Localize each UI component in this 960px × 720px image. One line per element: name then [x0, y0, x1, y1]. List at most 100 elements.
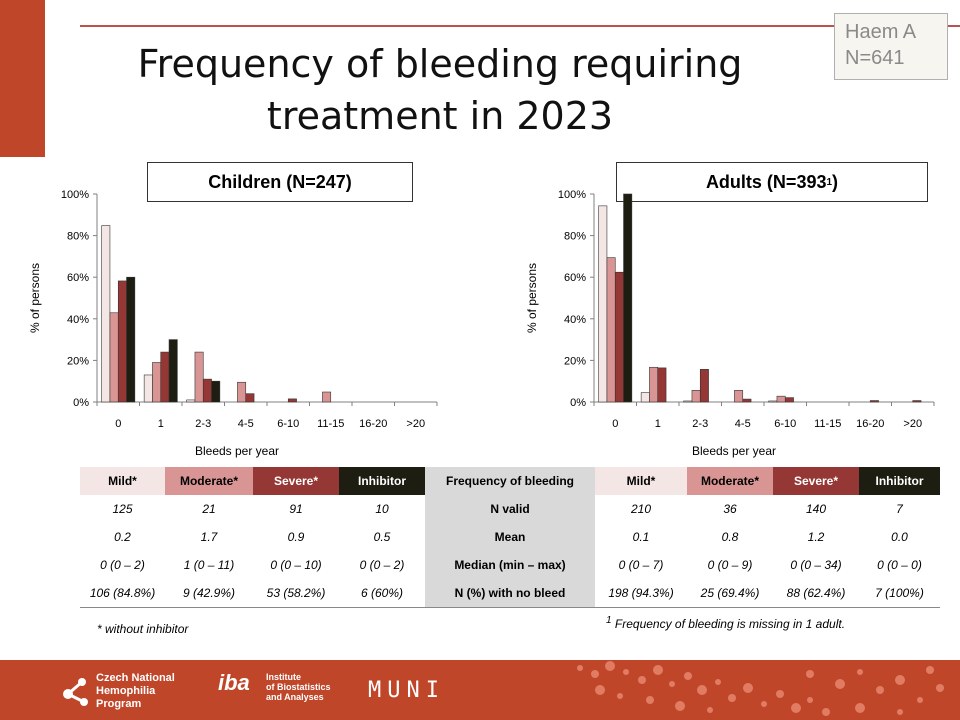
- y-tick-label: 60%: [564, 272, 586, 284]
- table-row-label: N (%) with no bleed: [425, 579, 595, 608]
- decorative-dot: [857, 669, 863, 675]
- footnote-right-sup: 1: [606, 615, 612, 626]
- table-cell: 6 (60%): [339, 579, 425, 608]
- slide-title: Frequency of bleeding requiring treatmen…: [90, 38, 790, 142]
- children-chart-title-text: Children (N=247): [208, 171, 352, 192]
- iba-line-2: of Biostatistics: [266, 682, 331, 692]
- x-tick-label: 2-3: [692, 418, 708, 430]
- x-tick-label: 1: [655, 418, 661, 430]
- cohort-badge-line-1: Haem A: [845, 21, 917, 43]
- table-cell: 0 (0 – 2): [100, 558, 145, 572]
- y-tick-label: 80%: [67, 231, 89, 243]
- bar-inhibitor-0: [126, 276, 136, 403]
- children-bar-chart: 0% 20% 40% 60% 80% 100% 0 1 2-3 4-5 6-10 11-15 16-20…: [28, 189, 438, 458]
- table-cell: 0.5: [373, 530, 391, 544]
- bar-inhibitor-0: [623, 193, 633, 403]
- table-row: 0.2 1.7 0.9 0.5 Mean 0.1 0.8 1.2 0.0: [80, 523, 940, 551]
- table-cell: 140: [805, 502, 827, 516]
- decorative-dot: [835, 679, 845, 689]
- table-header-cell: Moderate*: [687, 467, 773, 495]
- table-cell: 0 (0 – 2): [359, 558, 405, 572]
- table-cell: 7 (100%): [859, 579, 940, 608]
- x-tick-label: 11-15: [317, 418, 344, 430]
- bar-mild-1: [640, 392, 650, 403]
- decorative-dot: [822, 708, 830, 716]
- children-chart-title: Children (N=247): [147, 162, 413, 202]
- table-cell: 125: [112, 502, 133, 516]
- bar-mild-0: [101, 225, 111, 403]
- cnhp-line-3: Program: [96, 698, 142, 710]
- bar-severe-0: [117, 280, 127, 403]
- decorative-dot: [728, 694, 736, 702]
- adults-chart-title-text: Adults (N=393: [705, 171, 827, 192]
- table-header-cell: Mild*: [80, 467, 165, 495]
- decorative-dot: [876, 686, 884, 694]
- table-cell: 1.2: [807, 530, 825, 544]
- bar-severe-4: [287, 398, 297, 403]
- decorative-dot: [806, 670, 814, 678]
- x-tick-label: 6-10: [277, 418, 299, 430]
- decorative-dot: [895, 675, 905, 685]
- table-header-row: Mild* Moderate* Severe* Inhibitor Frequency …: [80, 467, 940, 495]
- bar-moderate-0: [109, 312, 119, 403]
- decorative-dot: [591, 670, 599, 678]
- top-rule: [80, 25, 960, 27]
- iba-logo-text: Institute of Biostatistics and Analyses: [266, 672, 331, 702]
- decorative-dot: [605, 661, 615, 671]
- table-header-cell: Inhibitor: [339, 467, 425, 495]
- y-tick-label: 100%: [61, 189, 89, 201]
- bar-severe-7: [912, 400, 922, 403]
- corner-accent: [0, 0, 45, 157]
- decorative-dot: [646, 696, 654, 704]
- x-tick-label: 16-20: [359, 418, 387, 430]
- adults-bar-chart: 0% 20% 40% 60% 80% 100% 0 1 2-3 4-5 6-10 11-15 16-20…: [525, 189, 935, 458]
- table-cell: 0 (0 – 0): [877, 558, 922, 572]
- decorative-dot: [807, 697, 813, 703]
- table-cell: 0.8: [721, 530, 739, 544]
- table-row-label: Median (min – max): [425, 551, 595, 579]
- table-cell: 91: [289, 502, 303, 516]
- decorative-dot: [743, 683, 753, 693]
- decorative-dot: [595, 685, 605, 695]
- table-row: 106 (84.8%) 9 (42.9%) 53 (58.2%) 6 (60%) N (…: [80, 579, 940, 608]
- bar-severe-3: [245, 393, 255, 403]
- decorative-dot: [791, 703, 801, 713]
- decorative-dot: [855, 703, 865, 713]
- y-tick-label: 60%: [67, 272, 89, 284]
- adults-chart-title-sup: 1: [826, 176, 833, 188]
- decorative-dot: [669, 681, 675, 687]
- x-tick-label: 4-5: [735, 418, 751, 430]
- decorative-dot: [684, 672, 692, 680]
- x-axis-label: Bleeds per year: [692, 444, 776, 458]
- decorative-dot: [936, 684, 944, 692]
- statistics-table: Mild* Moderate* Severe* Inhibitor Frequency …: [80, 467, 940, 608]
- table-cell: 0 (0 – 7): [618, 558, 664, 572]
- cnhp-logo: Czech National Hemophilia Program: [62, 672, 175, 711]
- iba-line-1: Institute: [266, 672, 301, 682]
- table-cell: 7: [896, 502, 903, 516]
- x-tick-label: 0: [115, 418, 121, 430]
- bar-moderate-0: [606, 257, 616, 403]
- x-tick-label: 0: [612, 418, 618, 430]
- y-axis-label: % of persons: [525, 263, 539, 333]
- bar-mild-1: [143, 374, 153, 403]
- x-axis-label: Bleeds per year: [195, 444, 279, 458]
- x-tick-label: 2-3: [195, 418, 211, 430]
- cnhp-line-1: Czech National: [96, 672, 175, 684]
- x-tick-label: 6-10: [774, 418, 796, 430]
- iba-line-3: and Analyses: [266, 692, 324, 702]
- table-row: 0 (0 – 2) 1 (0 – 11) 0 (0 – 10) 0 (0 – 2) Me…: [80, 551, 940, 579]
- y-tick-label: 100%: [558, 189, 586, 201]
- x-tick-label: 1: [158, 418, 164, 430]
- footnote-right: 1 Frequency of bleeding is missing in 1 …: [606, 615, 845, 631]
- table-header-cell: Severe*: [773, 467, 859, 495]
- decorative-dot: [675, 701, 685, 711]
- y-tick-label: 0%: [73, 397, 89, 409]
- cohort-badge-line-2: N=641: [845, 47, 905, 69]
- bar-moderate-1: [152, 362, 162, 403]
- cnhp-line-2: Hemophilia: [96, 685, 156, 697]
- bar-moderate-2: [194, 351, 204, 403]
- decorative-dot: [926, 666, 934, 674]
- table-cell: 106 (84.8%): [80, 579, 165, 608]
- y-tick-label: 40%: [67, 314, 89, 326]
